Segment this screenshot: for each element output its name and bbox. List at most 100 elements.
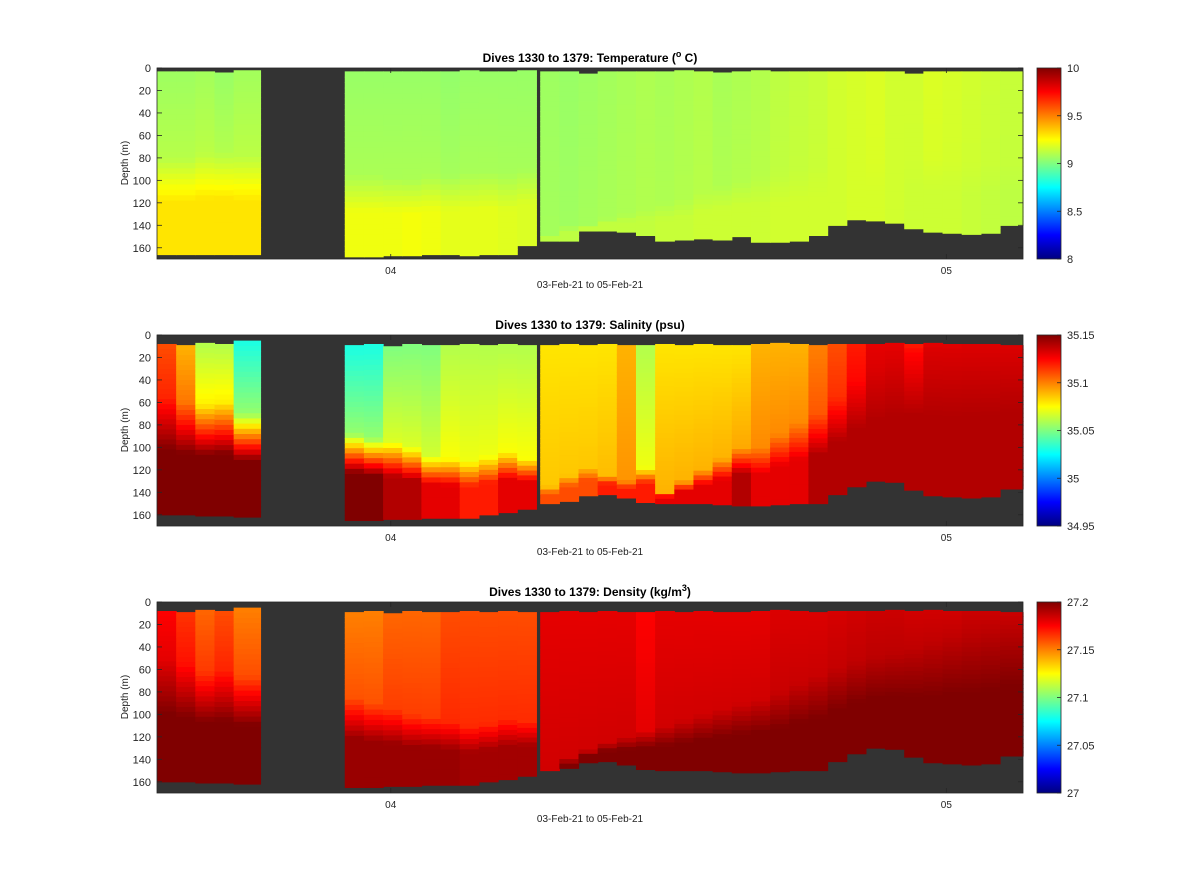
density-cell bbox=[195, 681, 216, 687]
temperature-cell bbox=[421, 92, 442, 99]
salinity-cell bbox=[885, 478, 905, 483]
temperature-cell bbox=[980, 76, 1001, 82]
temperature-cell bbox=[233, 135, 262, 142]
salinity-cell bbox=[808, 456, 829, 463]
density-cell bbox=[383, 669, 403, 675]
density-cell bbox=[559, 717, 580, 723]
salinity-cell bbox=[540, 452, 560, 458]
salinity-cell bbox=[635, 349, 656, 355]
density-cell bbox=[616, 643, 637, 649]
salinity-cell bbox=[597, 410, 618, 416]
density-cell bbox=[383, 674, 403, 680]
density-cell bbox=[233, 726, 262, 733]
salinity-cell bbox=[655, 489, 675, 495]
salinity-cell bbox=[344, 376, 365, 382]
salinity-cell bbox=[885, 453, 905, 459]
density-cell bbox=[176, 711, 196, 718]
density-cell bbox=[195, 635, 216, 641]
temperature-cell bbox=[846, 110, 867, 116]
salinity-cell bbox=[904, 477, 924, 483]
salinity-cell bbox=[498, 428, 518, 434]
temperature-cell bbox=[344, 207, 365, 214]
density-dive-column bbox=[865, 610, 886, 749]
temperature-dive-column bbox=[1000, 71, 1024, 226]
temperature-cell bbox=[1000, 112, 1024, 118]
salinity-cell bbox=[559, 450, 580, 456]
density-cell bbox=[440, 657, 461, 664]
salinity-cell bbox=[904, 412, 924, 418]
salinity-cell bbox=[402, 364, 422, 371]
density-cell bbox=[540, 751, 560, 758]
density-cell bbox=[498, 754, 518, 761]
density-cell bbox=[498, 759, 518, 766]
density-cell bbox=[674, 626, 695, 632]
temperature-cell bbox=[233, 238, 262, 245]
temperature-cell bbox=[214, 152, 235, 159]
temperature-cell bbox=[942, 171, 963, 177]
salinity-cell bbox=[865, 384, 886, 389]
salinity-cell bbox=[961, 384, 982, 390]
salinity-cell bbox=[498, 403, 518, 410]
temperature-cell bbox=[770, 217, 790, 223]
salinity-cell bbox=[459, 410, 480, 417]
density-cell bbox=[344, 746, 365, 752]
temperature-cell bbox=[233, 205, 262, 212]
density-cell bbox=[233, 649, 262, 655]
temperature-cell bbox=[498, 243, 518, 250]
salinity-cell bbox=[770, 499, 790, 506]
temperature-cell bbox=[731, 212, 752, 218]
temperature-y-tick-label: 40 bbox=[139, 108, 151, 120]
density-cell bbox=[517, 766, 537, 772]
density-cell bbox=[440, 769, 461, 776]
salinity-cell bbox=[597, 459, 618, 465]
density-cell bbox=[383, 613, 403, 619]
temperature-cell bbox=[923, 156, 944, 162]
density-cell bbox=[712, 682, 733, 688]
salinity-cell bbox=[233, 496, 262, 503]
density-cell bbox=[176, 676, 196, 683]
salinity-cell bbox=[421, 416, 442, 423]
salinity-cell bbox=[770, 395, 790, 401]
density-cell bbox=[597, 708, 618, 714]
temperature-cell bbox=[865, 75, 886, 81]
density-cell bbox=[750, 734, 771, 741]
salinity-cell bbox=[885, 420, 905, 426]
salinity-cell bbox=[540, 484, 560, 491]
density-cell bbox=[885, 740, 905, 746]
salinity-cell bbox=[980, 384, 1001, 390]
density-cell bbox=[980, 637, 1001, 644]
density-cell bbox=[635, 700, 656, 706]
salinity-cell bbox=[233, 366, 262, 373]
salinity-cell bbox=[693, 461, 714, 467]
temperature-cell bbox=[214, 243, 235, 250]
density-cell bbox=[344, 710, 365, 716]
salinity-cell bbox=[578, 455, 599, 461]
salinity-cell bbox=[421, 507, 442, 514]
density-cell bbox=[421, 612, 442, 618]
temperature-cell bbox=[517, 106, 537, 113]
salinity-cell bbox=[459, 441, 480, 448]
temperature-cell bbox=[498, 87, 518, 94]
temperature-cell bbox=[885, 138, 905, 144]
salinity-cell bbox=[195, 449, 216, 456]
temperature-cell bbox=[961, 195, 982, 202]
temperature-cell bbox=[421, 76, 442, 83]
temperature-cell bbox=[808, 143, 829, 150]
temperature-cell bbox=[827, 220, 848, 226]
temperature-cell bbox=[789, 86, 810, 92]
salinity-cell bbox=[827, 361, 848, 367]
density-y-tick-label: 60 bbox=[139, 664, 151, 676]
density-cell bbox=[655, 709, 675, 715]
temperature-cell bbox=[478, 71, 499, 78]
salinity-cell bbox=[440, 380, 461, 387]
density-cell bbox=[363, 751, 384, 757]
temperature-cell bbox=[597, 193, 618, 199]
density-cell bbox=[383, 694, 403, 701]
density-cell bbox=[540, 654, 560, 660]
salinity-cell bbox=[770, 371, 790, 377]
density-cell bbox=[344, 725, 365, 732]
density-cell bbox=[750, 753, 771, 760]
salinity-dive-column bbox=[559, 343, 580, 502]
salinity-cell bbox=[157, 399, 177, 405]
temperature-cell bbox=[157, 173, 177, 180]
